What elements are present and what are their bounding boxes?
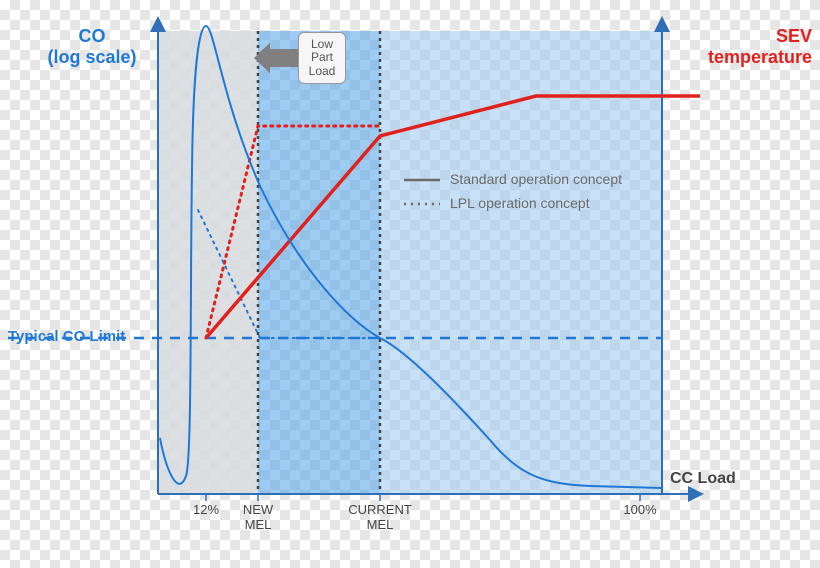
y-right-line2: temperature (708, 47, 812, 67)
x-axis-label: CC Load (670, 470, 736, 488)
low-part-load-callout: Low Part Load (298, 32, 346, 84)
x-tick-label: NEW MEL (208, 502, 308, 532)
y-axis-left-label: CO (log scale) (32, 26, 152, 67)
tick-marks-group (206, 494, 640, 501)
x-tick-label: 100% (590, 502, 690, 517)
callout-text: Low Part Load (309, 38, 336, 78)
chart-canvas: CO (log scale) SEV temperature Typical C… (0, 0, 820, 568)
bands-group (158, 31, 662, 494)
y-left-line1: CO (79, 26, 106, 46)
x-tick-label: CURRENT MEL (330, 502, 430, 532)
co-limit-annotation: Typical CO Limit (8, 328, 125, 345)
legend-item-label: LPL operation concept (450, 195, 590, 211)
y-left-line2: (log scale) (47, 47, 136, 67)
legend-item-label: Standard operation concept (450, 171, 622, 187)
y-right-line1: SEV (776, 26, 812, 46)
y-axis-right-label: SEV temperature (682, 26, 812, 67)
